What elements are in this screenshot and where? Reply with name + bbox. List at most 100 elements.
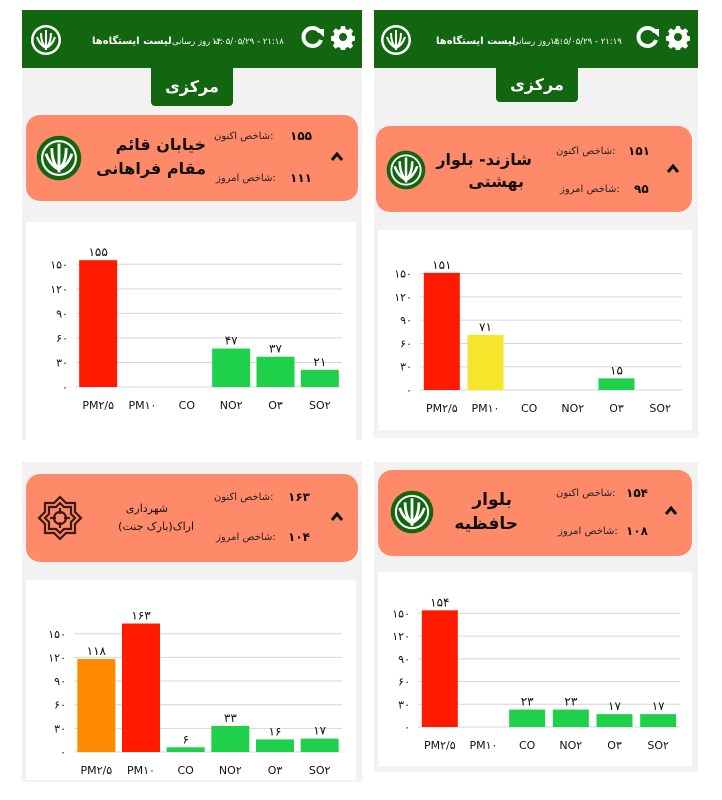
update-datetime: ۱۴۰۵/۰۵/۲۹ - ۲۱:۱۸ (212, 37, 284, 47)
bar-value-label: ۱۶۳ (131, 609, 151, 623)
y-tick-label: ۹۰ (54, 675, 66, 688)
current-index-value: ۱۵۴ (626, 486, 648, 500)
bar-value-label: ۱۷ (652, 699, 665, 713)
settings-icon[interactable] (666, 24, 690, 50)
settings-icon[interactable] (331, 24, 355, 50)
bar-value-label: ۱۵۱ (432, 258, 451, 272)
x-tick-label: SO۲ (309, 399, 331, 412)
current-index-value: ۱۵۵ (290, 129, 312, 143)
bar (552, 709, 589, 727)
station-card[interactable]: ۱۵۴ شاخص اکنون: ۱۰۸ شاخص امروز: بلوار حا… (378, 470, 692, 556)
x-tick-label: O۳ (609, 402, 624, 415)
bar-value-label: ۲۳ (521, 695, 534, 709)
bar-value-label: ۱۶ (269, 724, 282, 738)
current-index-label: شاخص اکنون: (214, 492, 274, 503)
bar-value-label: ۷۱ (479, 320, 492, 334)
station-name-line1: بلوار (472, 490, 512, 510)
station-name-line2: مقام فراهانی (96, 159, 206, 178)
pollutant-chart: ۰ ۳۰ ۶۰ ۹۰ ۱۲۰ ۱۵۰ ۱۱۸ PM۲/۵ ۱۶۳ PM۱۰ ۶ CO ۳۳ NO۲ ۱۶ O۳… (26, 580, 356, 780)
refresh-icon[interactable] (301, 25, 325, 49)
doe-logo-icon (381, 25, 411, 55)
bar-value-label: ۱۷ (608, 699, 621, 713)
station-card[interactable]: ۱۵۵ شاخص اکنون: ۱۱۱ شاخص امروز: خیابان ق… (26, 115, 358, 201)
y-tick-label: ۳۰ (400, 361, 412, 374)
station-card[interactable]: ۱۵۱ شاخص اکنون: ۹۵ شاخص امروز: شازند- بل… (376, 126, 692, 212)
y-tick-label: ۰ (404, 721, 410, 734)
x-tick-label: SO۲ (309, 764, 331, 777)
bar (256, 356, 295, 387)
bar (423, 272, 460, 390)
y-tick-label: ۹۰ (398, 653, 410, 666)
chevron-up-icon[interactable] (330, 150, 344, 164)
y-tick-label: ۶۰ (56, 332, 68, 345)
bar (467, 334, 504, 390)
y-tick-label: ۶۰ (54, 699, 66, 712)
x-tick-label: NO۲ (219, 764, 242, 777)
x-tick-label: SO۲ (647, 739, 669, 752)
y-tick-label: ۱۲۰ (50, 283, 68, 296)
y-tick-label: ۶۰ (400, 337, 412, 350)
y-tick-label: ۹۰ (400, 314, 412, 327)
bar-chart-svg: ۰ ۳۰ ۶۰ ۹۰ ۱۲۰ ۱۵۰ ۱۱۸ PM۲/۵ ۱۶۳ PM۱۰ ۶ CO ۳۳ NO۲ ۱۶ O۳… (48, 609, 342, 777)
bar (509, 709, 546, 727)
tab-central[interactable]: مرکزی (151, 68, 233, 106)
bar-value-label: ۱۵ (610, 363, 623, 377)
y-tick-label: ۱۲۰ (392, 630, 410, 643)
today-index-value: ۱۰۴ (288, 530, 310, 544)
today-index-label: شاخص امروز: (216, 532, 276, 543)
y-tick-label: ۱۵۰ (394, 268, 412, 281)
current-index-label: شاخص اکنون: (556, 488, 616, 499)
pollutant-chart: ۰ ۳۰ ۶۰ ۹۰ ۱۲۰ ۱۵۰ ۱۵۵ PM۲/۵ PM۱۰ CO ۴۷ NO۲ ۳۷ O۳ ۲۱ SO… (26, 222, 356, 440)
station-list-link[interactable]: لیست ایستگاه‌ها (436, 36, 516, 47)
doe-emblem-icon (36, 135, 82, 181)
y-tick-label: ۹۰ (56, 307, 68, 320)
chevron-up-icon[interactable] (330, 510, 344, 524)
x-tick-label: PM۱۰ (470, 739, 498, 752)
bar (122, 623, 160, 752)
chevron-up-icon[interactable] (666, 162, 680, 176)
bar (211, 725, 250, 752)
current-index-label: شاخص اکنون: (556, 146, 616, 157)
today-index-label: شاخص امروز: (560, 184, 620, 195)
y-tick-label: ۳۰ (398, 698, 410, 711)
tab-central[interactable]: مرکزی (496, 68, 578, 102)
bar (79, 260, 118, 387)
update-datetime: ۱۴۰۵/۰۵/۲۹ - ۲۱:۱۹ (550, 37, 622, 47)
x-tick-label: PM۱۰ (129, 399, 157, 412)
x-tick-label: CO (519, 739, 536, 752)
y-tick-label: ۰ (406, 384, 412, 397)
station-name-line2: اراک(بارک جنت) (118, 520, 194, 533)
doe-emblem-icon (390, 490, 434, 534)
bar-chart-svg: ۰ ۳۰ ۶۰ ۹۰ ۱۲۰ ۱۵۰ ۱۵۵ PM۲/۵ PM۱۰ CO ۴۷ NO۲ ۳۷ O۳ ۲۱ SO… (50, 245, 342, 412)
y-tick-label: ۳۰ (54, 722, 66, 735)
bar-value-label: ۱۵۴ (430, 595, 449, 609)
refresh-icon[interactable] (636, 25, 660, 49)
bar (77, 658, 116, 752)
chevron-up-icon[interactable] (664, 504, 678, 518)
y-tick-label: ۱۵۰ (48, 628, 66, 641)
current-index-value: ۱۵۱ (628, 144, 650, 158)
x-tick-label: CO (179, 399, 196, 412)
bar-value-label: ۲۳ (564, 695, 577, 709)
bar-value-label: ۲۱ (313, 355, 326, 369)
station-card[interactable]: ۱۶۳ شاخص اکنون: ۱۰۴ شاخص امروز: شهرداری … (26, 474, 358, 562)
bar (300, 738, 339, 752)
current-index-value: ۱۶۳ (288, 490, 310, 504)
x-tick-label: NO۲ (561, 402, 584, 415)
pollutant-chart: ۰ ۳۰ ۶۰ ۹۰ ۱۲۰ ۱۵۰ ۱۵۴ PM۲/۵ PM۱۰ ۲۳ CO ۲۳ NO۲ ۱۷ O۳ ۱۷… (378, 572, 692, 766)
bar-value-label: ۶ (182, 732, 188, 746)
y-tick-label: ۰ (62, 381, 68, 394)
x-tick-label: PM۲/۵ (82, 399, 114, 412)
doe-logo-icon (31, 25, 61, 55)
station-list-link[interactable]: لیست ایستگاه‌ها (92, 36, 172, 47)
bar-value-label: ۱۱۸ (87, 644, 107, 658)
y-tick-label: ۰ (60, 746, 66, 759)
station-name-line2: بهشتی (468, 172, 524, 191)
y-tick-label: ۱۵۰ (392, 607, 410, 620)
bar-chart-svg: ۰ ۳۰ ۶۰ ۹۰ ۱۲۰ ۱۵۰ ۱۵۱ PM۲/۵ ۷۱ PM۱۰ CO NO۲ ۱۵ O۳ SO۲ (394, 258, 682, 415)
top-bar-right: ۱۴۰۵/۰۵/۲۹ - ۲۱:۱۹ به روز رسانی: لیست ای… (374, 10, 698, 68)
x-tick-label: CO (521, 402, 538, 415)
x-tick-label: O۳ (607, 739, 622, 752)
station-name-line1: شازند- بلوار (436, 150, 532, 169)
x-tick-label: O۳ (268, 399, 283, 412)
